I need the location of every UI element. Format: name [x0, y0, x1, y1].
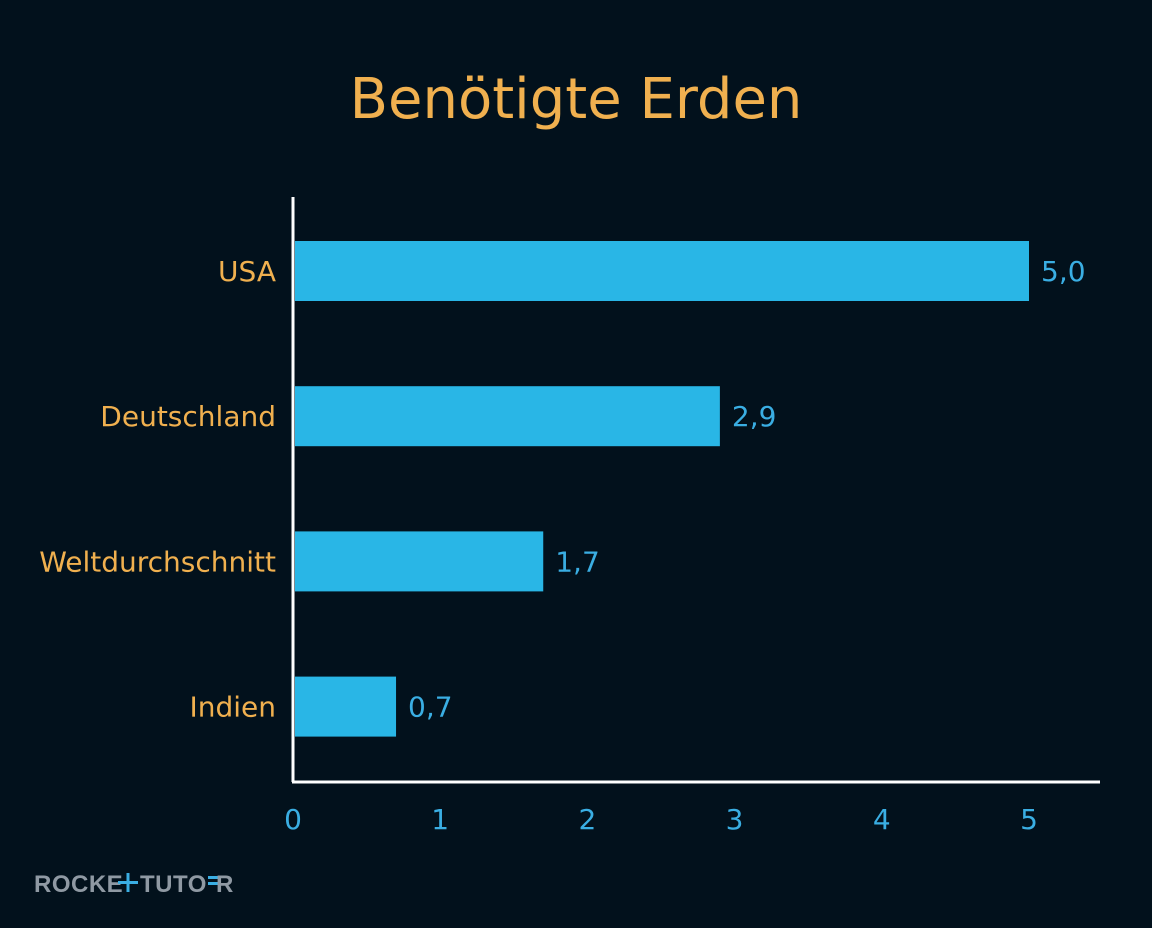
category-label-0: USA [218, 255, 276, 288]
value-label-2: 1,7 [555, 545, 600, 578]
bars-layer [295, 241, 1029, 737]
x-tick-label-4: 4 [873, 803, 891, 836]
logo-r-mark: R [208, 871, 234, 898]
x-tick-label-3: 3 [726, 803, 744, 836]
x-tick-label-5: 5 [1020, 803, 1038, 836]
rocket-plus-mark [118, 873, 138, 892]
category-label-3: Indien [189, 691, 276, 724]
value-label-0: 5,0 [1041, 255, 1086, 288]
bar-1 [295, 386, 720, 447]
svg-text:TUTO: TUTO [140, 871, 207, 898]
x-tick-label-1: 1 [431, 803, 449, 836]
value-label-1: 2,9 [732, 400, 777, 433]
svg-text:R: R [216, 871, 234, 898]
category-label-2: Weltdurchschnitt [39, 545, 276, 578]
bar-2 [295, 531, 544, 592]
labels-layer: USA 5,0 Deutschland 2,9 Weltdurchschnitt 1,7 I… [39, 255, 1085, 724]
bar-3 [295, 676, 397, 737]
rocketutor-logo: ROCKE TUTO R [34, 868, 244, 905]
category-label-1: Deutschland [100, 400, 276, 433]
chart-title: Benötigte Erden [350, 67, 803, 132]
bar-0 [295, 241, 1029, 301]
svg-text:ROCKE: ROCKE [34, 871, 123, 898]
x-tick-label-2: 2 [578, 803, 596, 836]
value-label-3: 0,7 [408, 691, 453, 724]
x-tick-labels: 0 1 2 3 4 5 [284, 803, 1038, 836]
x-tick-label-0: 0 [284, 803, 302, 836]
